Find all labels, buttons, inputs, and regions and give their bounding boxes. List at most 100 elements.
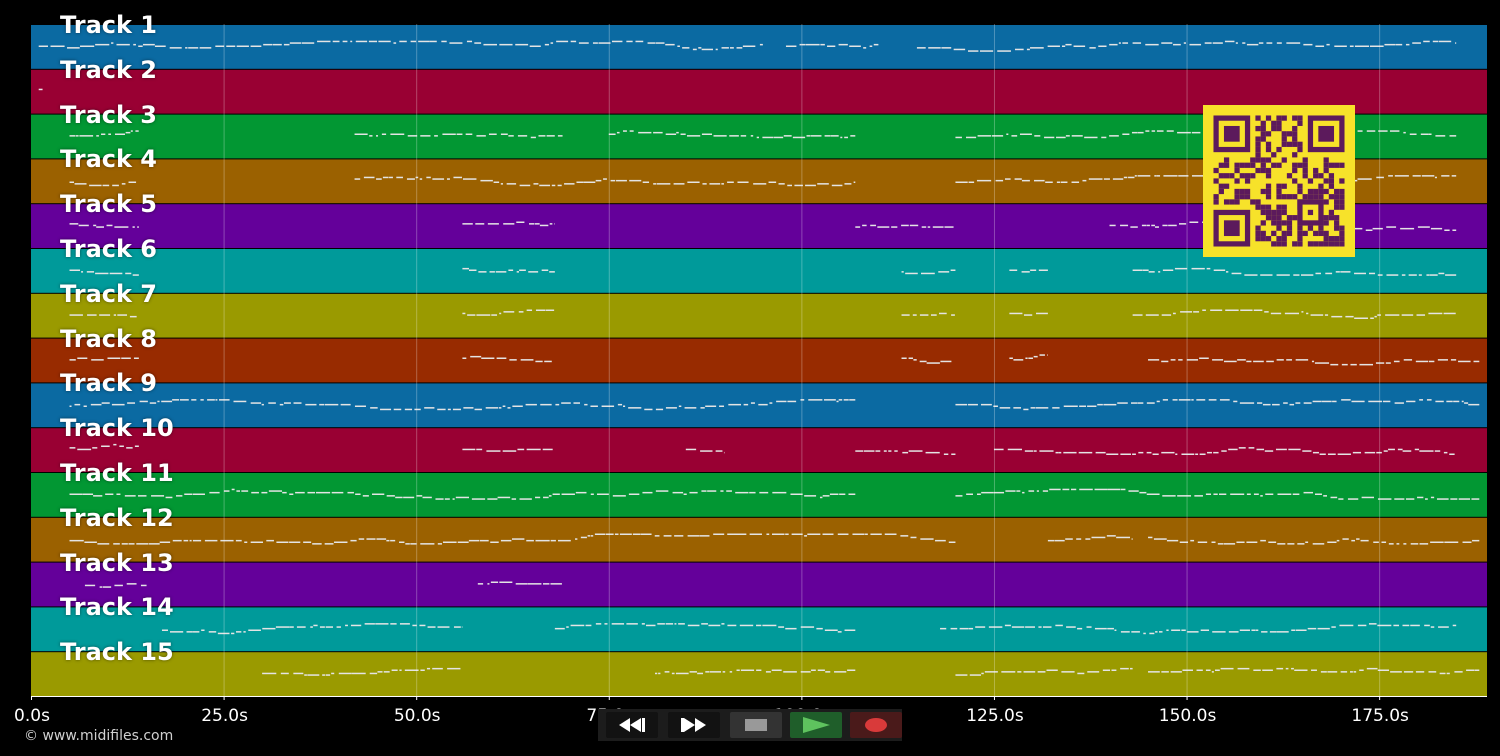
note: [557, 184, 562, 187]
note: [474, 408, 482, 411]
note: [1098, 45, 1107, 48]
note: [1009, 312, 1023, 315]
note: [193, 631, 200, 633]
note: [87, 314, 97, 316]
note: [261, 491, 268, 494]
note: [307, 674, 320, 676]
note: [1137, 175, 1151, 177]
note: [1056, 181, 1061, 184]
note: [540, 403, 552, 406]
note: [412, 624, 417, 627]
note: [456, 133, 463, 136]
note: [263, 43, 273, 46]
note: [687, 624, 700, 627]
note: [474, 42, 482, 44]
note: [1028, 490, 1035, 492]
note: [529, 45, 541, 48]
note: [605, 533, 614, 536]
note: [1196, 399, 1206, 401]
track-label: Track 7: [60, 279, 158, 308]
rewind-button[interactable]: [606, 712, 658, 738]
note: [149, 543, 160, 545]
note: [834, 671, 847, 673]
note: [1330, 363, 1339, 366]
note: [894, 450, 898, 452]
note: [675, 672, 689, 675]
note: [1137, 402, 1144, 404]
note: [324, 403, 339, 406]
note: [1438, 626, 1449, 628]
note: [1439, 672, 1446, 675]
note: [614, 533, 619, 536]
note: [325, 674, 331, 676]
note: [1302, 450, 1312, 452]
record-button[interactable]: [850, 712, 902, 738]
piano-roll[interactable]: [0, 0, 1500, 700]
note: [727, 533, 733, 536]
note: [759, 43, 763, 46]
note: [629, 130, 634, 132]
note: [1295, 629, 1307, 632]
note: [1063, 451, 1077, 454]
note: [432, 178, 445, 180]
note: [1276, 631, 1289, 633]
note: [1014, 178, 1022, 180]
note: [125, 272, 132, 275]
play-button[interactable]: [790, 712, 842, 738]
note: [585, 624, 592, 627]
track-label: Track 13: [60, 548, 174, 577]
note: [702, 183, 707, 185]
note: [756, 136, 760, 139]
note: [709, 183, 721, 185]
qr-code-icon[interactable]: [1203, 105, 1355, 257]
track-label: Track 3: [60, 100, 158, 129]
grid-line: [416, 24, 418, 696]
note: [576, 181, 584, 184]
note: [275, 626, 290, 628]
note: [50, 45, 65, 48]
note: [678, 623, 685, 625]
note: [968, 50, 979, 52]
note: [1450, 359, 1457, 361]
grid-line: [1186, 24, 1188, 696]
note: [549, 223, 553, 225]
note: [955, 674, 968, 676]
note: [86, 271, 95, 273]
note: [641, 623, 645, 625]
note: [435, 498, 444, 500]
note: [1049, 488, 1061, 491]
note: [96, 135, 99, 137]
note: [542, 583, 550, 585]
note: [1117, 402, 1128, 404]
note: [183, 539, 189, 542]
fast-forward-button[interactable]: [668, 712, 720, 738]
note: [1199, 453, 1206, 456]
note: [395, 496, 403, 499]
note: [1152, 453, 1159, 456]
play-icon: [803, 717, 830, 733]
note: [396, 176, 403, 179]
note: [1030, 407, 1036, 409]
note: [720, 490, 724, 492]
note: [1134, 175, 1137, 177]
note: [778, 626, 785, 628]
note: [951, 314, 955, 316]
note: [1213, 493, 1218, 496]
note: [692, 48, 697, 51]
note: [1210, 309, 1223, 312]
note: [1317, 627, 1330, 630]
note: [1438, 40, 1452, 43]
note: [939, 312, 947, 315]
note: [108, 133, 112, 136]
note: [498, 407, 502, 409]
note: [1419, 543, 1429, 545]
stop-button[interactable]: [730, 712, 782, 738]
note: [580, 536, 587, 539]
note: [1400, 227, 1415, 230]
note: [816, 627, 823, 630]
note: [69, 269, 81, 272]
note: [689, 491, 698, 494]
note: [830, 135, 839, 137]
note: [671, 672, 675, 675]
note: [1376, 451, 1382, 454]
